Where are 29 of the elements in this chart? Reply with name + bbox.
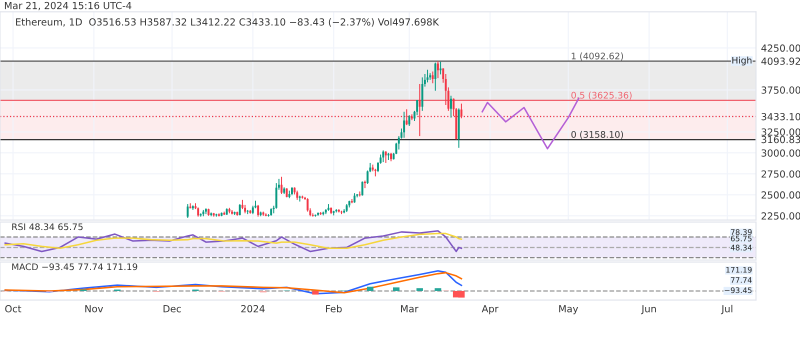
y-tick-label: 3250.00 — [762, 128, 800, 136]
y-tick-label: 3000.00 — [762, 149, 800, 157]
x-tick-label: Oct — [5, 305, 22, 312]
text: RSI 48.34 65.75 — [12, 223, 83, 230]
y-tick-label: 3433.10 — [762, 112, 800, 120]
annotation: High — [732, 56, 752, 66]
x-tick-label: Apr — [482, 305, 499, 314]
y-tick-label: 2500.00 — [762, 191, 800, 199]
x-tick-label: Mar — [401, 305, 418, 312]
y-tick-label: 2250.00 — [762, 212, 800, 220]
x-tick-label: Nov — [85, 305, 104, 312]
x-tick-label: Dec — [164, 305, 181, 312]
line-series — [482, 98, 580, 150]
chart-title: Mar 21, 2024 15:16 UTC-4 — [4, 2, 132, 10]
x-tick-label: Jul — [720, 304, 732, 314]
ref-line-label: 0 (3158.10) — [571, 130, 623, 139]
x-tick-label: Jun — [641, 305, 656, 314]
x-tick-label: 2024 — [241, 305, 265, 312]
ref-line-label: 1 (4092.62) — [572, 52, 623, 60]
x-tick-label: May — [559, 305, 578, 314]
y-tick-label: 4093.92 — [761, 58, 800, 65]
text: Ethereum, 1D O3516.53 H3587.32 L3412.22 C3433.10 −83.43 (−2.37%) Vol497.698K — [16, 18, 440, 27]
text: MACD −93.45 77.74 171.19 — [12, 263, 138, 270]
y-tick-label: 3160.83 — [762, 136, 800, 144]
y-tick-label: 2750.00 — [762, 170, 800, 178]
x-tick-label: Feb — [326, 304, 342, 312]
y-tick-label: 3750.00 — [762, 86, 800, 94]
y-tick-label: 4250.00 — [761, 44, 800, 52]
ref-line-label: 0.5 (3625.36) — [571, 92, 632, 100]
